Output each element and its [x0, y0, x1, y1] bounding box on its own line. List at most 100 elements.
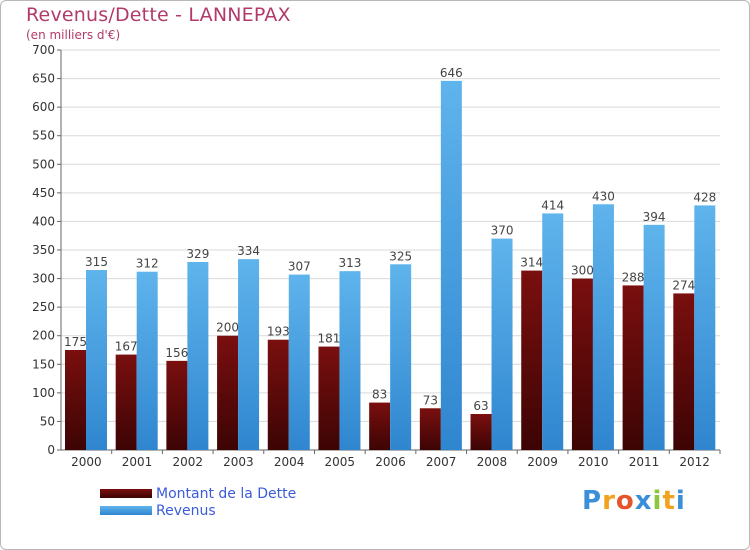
data-label-dette-2009: 314	[520, 256, 543, 270]
logo-letter: o	[615, 486, 635, 516]
data-label-revenus-2007: 646	[440, 66, 463, 80]
x-tick-label: 2003	[223, 455, 254, 469]
x-tick-label: 2004	[274, 455, 305, 469]
legend: Montant de la Dette Revenus	[100, 485, 296, 519]
x-tick-label: 2001	[122, 455, 153, 469]
data-label-revenus-2010: 430	[592, 189, 615, 203]
axes: 0 50 100 150 200 250 300 350 400 450 500 550 600 650 7…	[32, 43, 721, 469]
bar-dette-2009	[521, 270, 543, 450]
legend-label-revenus: Revenus	[156, 502, 216, 519]
data-label-revenus-2004: 307	[288, 260, 311, 274]
data-label-dette-2000: 175	[64, 335, 87, 349]
x-tick-label: 2002	[172, 455, 203, 469]
y-tick-label: 700	[32, 43, 55, 57]
y-tick-label: 150	[32, 357, 55, 371]
proxiti-logo: Proxiti	[582, 486, 686, 516]
data-label-dette-2011: 288	[622, 270, 645, 284]
data-label-revenus-2012: 428	[693, 190, 716, 204]
x-tick-label: 2008	[477, 455, 508, 469]
bar-revenus-2000	[86, 270, 107, 450]
logo-letter: r	[602, 486, 616, 516]
data-label-revenus-2008: 370	[491, 224, 514, 238]
data-label-revenus-2011: 394	[643, 210, 666, 224]
x-tick-label: 2011	[629, 455, 660, 469]
bar-revenus-2012	[694, 205, 716, 450]
bar-dette-2003	[217, 335, 239, 450]
x-tick-label: 2009	[527, 455, 558, 469]
y-tick-label: 450	[32, 186, 55, 200]
bar-dette-2002	[166, 360, 188, 450]
x-tick-label: 2007	[426, 455, 457, 469]
logo-letter: i	[675, 486, 686, 516]
bars	[65, 80, 716, 450]
x-tick-label: 2005	[325, 455, 356, 469]
data-label-dette-2012: 274	[672, 278, 695, 292]
bar-revenus-2006	[390, 264, 412, 450]
bar-revenus-2002	[187, 262, 209, 450]
bar-revenus-2001	[136, 271, 158, 450]
x-tick-label: 2000	[71, 455, 102, 469]
y-tick-label: 600	[32, 100, 55, 114]
data-label-dette-2005: 181	[318, 332, 341, 346]
bar-dette-2004	[267, 339, 289, 450]
bar-revenus-2011	[643, 224, 665, 450]
y-tick-label: 500	[32, 157, 55, 171]
y-tick-label: 50	[40, 414, 55, 428]
data-label-dette-2010: 300	[571, 264, 594, 278]
y-tick-label: 650	[32, 72, 55, 86]
data-label-dette-2004: 193	[267, 325, 290, 339]
bar-dette-2012	[673, 293, 695, 450]
bar-revenus-2004	[288, 274, 310, 450]
logo-letter: t	[662, 486, 676, 516]
x-tick-label: 2010	[578, 455, 609, 469]
logo-letter: P	[582, 486, 603, 516]
bar-revenus-2008	[491, 238, 513, 450]
bar-dette-2005	[318, 346, 340, 450]
bar-dette-2010	[571, 278, 593, 450]
data-label-revenus-2001: 312	[136, 257, 159, 271]
logo-letter: x	[634, 486, 653, 516]
bar-revenus-2009	[542, 213, 564, 450]
bar-dette-2008	[470, 414, 492, 450]
legend-item-revenus: Revenus	[100, 502, 296, 519]
data-labels: 175 315 167 312 156 329 200 334 193 307 181 313 83 32…	[64, 66, 716, 413]
data-label-dette-2002: 156	[165, 346, 188, 360]
data-label-dette-2008: 63	[473, 399, 488, 413]
logo-letter: i	[652, 486, 663, 516]
data-label-revenus-2005: 313	[339, 256, 362, 270]
data-label-dette-2003: 200	[216, 321, 239, 335]
legend-label-dette: Montant de la Dette	[156, 485, 297, 502]
bar-dette-2011	[622, 285, 644, 450]
data-label-dette-2006: 83	[372, 388, 387, 402]
y-tick-label: 100	[32, 386, 55, 400]
bar-revenus-2010	[592, 204, 614, 450]
x-tick-label: 2012	[679, 455, 710, 469]
data-label-revenus-2006: 325	[389, 249, 412, 263]
x-tick-label: 2006	[375, 455, 406, 469]
bar-revenus-2007	[440, 80, 462, 450]
y-tick-label: 250	[32, 300, 55, 314]
data-label-dette-2007: 73	[423, 393, 438, 407]
y-tick-label: 350	[32, 243, 55, 257]
data-label-revenus-2003: 334	[237, 244, 260, 258]
data-label-revenus-2002: 329	[186, 247, 209, 261]
data-label-revenus-2000: 315	[85, 255, 108, 269]
bar-revenus-2005	[339, 271, 361, 450]
chart-subtitle: (en milliers d'€)	[26, 28, 121, 42]
legend-item-dette: Montant de la Dette	[100, 485, 296, 502]
bar-revenus-2003	[238, 259, 260, 450]
bar-dette-2001	[115, 354, 137, 450]
chart-title: Revenus/Dette - LANNEPAX	[26, 4, 291, 26]
data-label-dette-2001: 167	[115, 340, 138, 354]
legend-swatch-revenus	[100, 506, 152, 515]
y-tick-label: 550	[32, 129, 55, 143]
bar-dette-2007	[419, 408, 441, 450]
y-tick-label: 400	[32, 214, 55, 228]
data-label-revenus-2009: 414	[541, 198, 564, 212]
legend-swatch-dette	[100, 489, 152, 498]
y-tick-label: 300	[32, 272, 55, 286]
y-tick-label: 0	[47, 443, 55, 457]
y-tick-label: 200	[32, 329, 55, 343]
bar-dette-2000	[65, 350, 86, 450]
